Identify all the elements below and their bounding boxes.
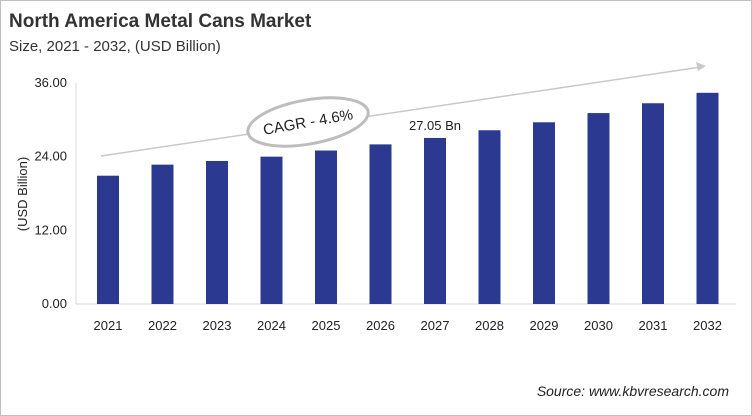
bar-2032 [696,92,719,304]
x-tick-label: 2027 [421,318,450,333]
trend-arrow-line [100,66,702,157]
x-tick-label: 2031 [639,318,668,333]
x-tick-label: 2021 [94,318,123,333]
x-tick-label: 2029 [530,318,559,333]
chart-subtitle: Size, 2021 - 2032, (USD Billion) [9,38,221,55]
x-tick-label: 2023 [203,318,232,333]
y-tick-label: 24.00 [34,149,67,164]
bar-2023 [206,160,228,304]
bar-2021 [97,175,119,304]
bar-2026 [369,144,392,304]
x-tick-label: 2024 [257,318,286,333]
source-note: Source: www.kbvresearch.com [536,383,729,399]
x-tick-label: 2028 [475,318,504,333]
x-tick-label: 2022 [148,318,177,333]
bar-2022 [151,164,174,304]
bar-2029 [533,122,555,305]
x-tick-label: 2032 [693,318,722,333]
bar-2031 [642,103,664,304]
value-label: 27.05 Bn [409,118,461,133]
bar-2027 [424,137,446,304]
bar-2025 [315,150,337,304]
bar-2028 [478,130,501,304]
y-axis-label: (USD Billion) [15,157,30,231]
y-tick-label: 36.00 [34,75,67,90]
x-tick-label: 2030 [584,318,613,333]
cagr-ellipse [246,96,370,148]
x-tick-label: 2026 [366,318,395,333]
y-tick-label: 12.00 [34,222,67,237]
bar-2030 [587,113,610,304]
chart-title: North America Metal Cans Market [9,11,312,32]
y-tick-label: 0.00 [42,296,67,311]
bar-2024 [260,156,283,304]
trend-arrow-head-icon [696,62,706,71]
x-tick-label: 2025 [312,318,341,333]
